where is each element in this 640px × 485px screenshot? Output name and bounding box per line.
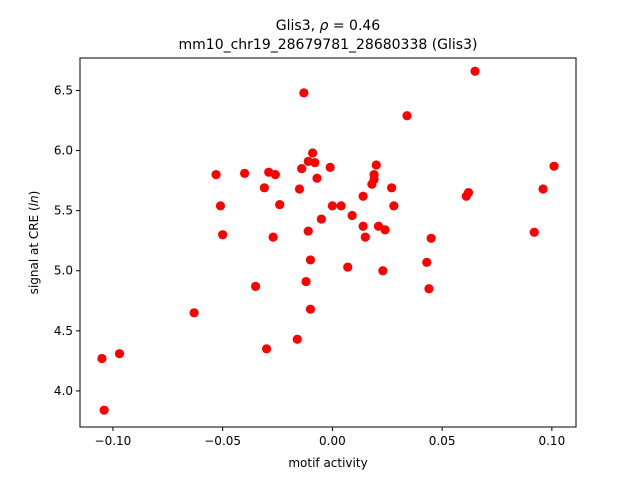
scatter-point: [422, 257, 432, 267]
scatter-point: [189, 308, 199, 318]
scatter-point: [97, 353, 107, 364]
scatter-point: [294, 184, 305, 194]
scatter-point: [380, 225, 390, 235]
scatter-point: [299, 88, 309, 98]
scatter-point: [312, 173, 322, 183]
scatter-point: [268, 232, 278, 242]
scatter-point: [114, 349, 125, 359]
scatter-point: [240, 168, 250, 178]
y-axis-label: signal at CRE (ln): [27, 191, 41, 295]
scatter-point: [424, 284, 434, 294]
x-axis-label: motif activity: [288, 456, 367, 470]
y-tick-label: 4.0: [54, 384, 73, 398]
scatter-point: [211, 169, 221, 180]
scatter-point: [310, 157, 320, 168]
y-tick-label: 6.5: [54, 83, 73, 97]
scatter-point: [371, 160, 381, 170]
scatter-point: [378, 266, 388, 276]
x-tick-label: 0.05: [429, 434, 456, 448]
scatter-point: [218, 230, 228, 240]
scatter-point: [303, 226, 313, 236]
scatter-point: [297, 163, 307, 174]
scatter-point: [336, 201, 346, 211]
scatter-point: [529, 227, 539, 237]
plot-area-frame: [79, 57, 577, 428]
scatter-point: [402, 111, 412, 121]
scatter-point: [347, 210, 357, 221]
x-tick-label: −0.05: [204, 434, 241, 448]
scatter-point: [308, 148, 318, 158]
x-tick-label: −0.10: [95, 434, 132, 448]
y-tick-label: 5.5: [54, 204, 73, 218]
scatter-point: [327, 201, 337, 211]
y-tick-label: 4.5: [54, 324, 73, 338]
scatter-point: [358, 191, 368, 201]
scatter-point: [470, 66, 480, 76]
scatter-point: [325, 162, 335, 172]
chart-title: Glis3, ρ = 0.46: [276, 18, 381, 34]
scatter-point: [360, 232, 370, 242]
scatter-point: [387, 183, 397, 193]
scatter-point: [292, 334, 302, 344]
scatter-point: [259, 183, 269, 193]
data-points: [97, 66, 559, 415]
scatter-point: [275, 200, 285, 210]
y-tick-label: 6.0: [54, 144, 73, 158]
x-tick-label: 0.00: [319, 434, 346, 448]
chart-subtitle: mm10_chr19_28679781_28680338 (Glis3): [179, 37, 478, 53]
scatter-point: [343, 262, 353, 272]
scatter-point: [389, 201, 399, 211]
scatter-point: [538, 184, 548, 194]
scatter-point: [305, 255, 316, 265]
scatter-point: [358, 221, 368, 231]
scatter-point: [549, 161, 559, 171]
scatter-point: [250, 281, 261, 291]
scatter-point: [305, 304, 316, 314]
scatter-point: [316, 214, 327, 224]
scatter-point: [99, 405, 109, 415]
scatter-point: [215, 201, 226, 211]
y-tick-label: 5.0: [54, 264, 73, 278]
scatter-point: [261, 344, 272, 354]
scatter-point: [301, 276, 311, 287]
x-tick-label: 0.10: [538, 434, 565, 448]
axis-ticks: −0.10 −0.05 0.00 0.05 0.10 4.0 4.5 5.0 5.5 6.0 6.5: [54, 83, 565, 448]
scatter-point: [369, 169, 379, 180]
scatter-point: [426, 233, 436, 243]
scatter-point: [270, 169, 280, 180]
scatter-point: [463, 188, 474, 198]
